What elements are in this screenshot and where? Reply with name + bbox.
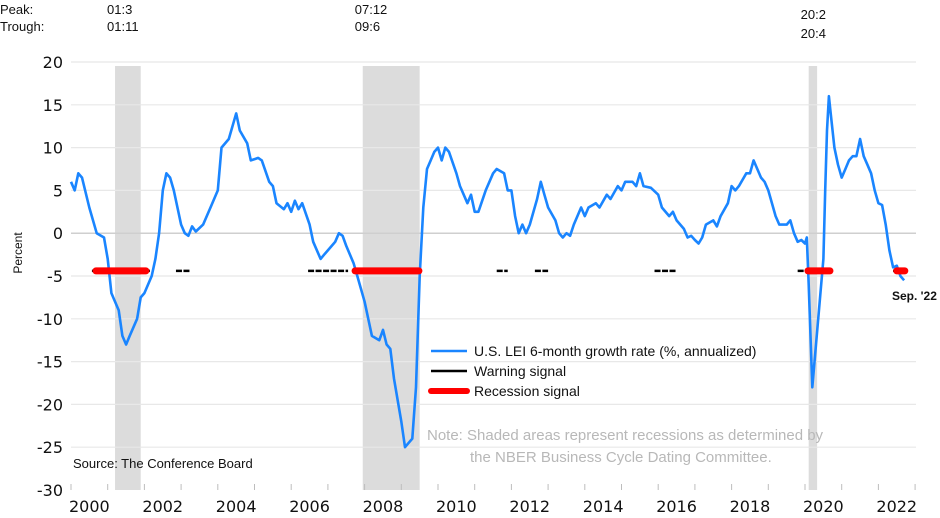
recession-shade-2 [808,66,818,490]
recession-shade-0 [115,66,141,490]
y-tick-label: 20 [43,53,63,72]
y-tick-label: 15 [43,96,63,115]
x-tick-label: 2008 [363,497,404,516]
y-tick-label: 0 [53,224,63,243]
y-tick-label: 10 [43,139,63,158]
note-line-2: the NBER Business Cycle Dating Committee… [470,449,772,466]
y-tick-label: -10 [37,310,63,329]
x-tick-label: 2004 [216,497,257,516]
x-tick-label: 2010 [436,497,477,516]
y-tick-label: -20 [37,395,63,414]
trough-date: 09:6 [355,19,380,34]
legend-label-recession: Recession signal [474,383,580,399]
x-axis-labels: 2000 2002 2004 2006 2008 2010 2012 2014 2016 2018… [69,497,917,516]
peak-date: 20:2 [801,7,826,22]
y-tick-label: -15 [37,353,63,372]
peak-date: 01:3 [107,2,132,17]
x-tick-label: 2006 [289,497,330,516]
x-tick-label: 2018 [730,497,771,516]
lei-series-line [69,94,906,449]
x-tick-label: 2002 [142,497,183,516]
x-axis-ticks [70,484,916,490]
legend: U.S. LEI 6-month growth rate (%, annuali… [428,343,756,399]
legend-label-warning: Warning signal [474,363,566,379]
y-tick-label: 5 [53,181,63,200]
end-point-label: Sep. '22 [892,289,937,303]
y-axis-title: Percent [11,232,25,274]
x-tick-label: 2000 [69,497,110,516]
x-tick-label: 2012 [509,497,550,516]
x-tick-label: 2020 [803,497,844,516]
peak-date: 07:12 [355,2,388,17]
y-tick-label: -25 [37,438,63,457]
y-tick-label: -30 [37,481,63,500]
trough-date: 01:11 [107,19,139,34]
x-tick-label: 2016 [656,497,697,516]
recession-date-labels: 01:3 01:11 07:12 09:6 20:2 20:4 [107,2,826,41]
x-tick-label: 2022 [876,497,917,516]
legend-label-lei: U.S. LEI 6-month growth rate (%, annuali… [474,343,756,359]
trough-label: Trough: [0,19,44,34]
peak-label: Peak: [0,2,33,17]
note-line-1: Note: Shaded areas represent recessions … [427,427,824,444]
trough-date: 20:4 [801,26,826,41]
recession-shading-group [115,66,818,490]
gridlines [71,61,916,448]
y-tick-label: -5 [47,267,63,286]
recession-shade-1 [362,66,420,490]
source-label: Source: The Conference Board [73,456,253,471]
x-tick-label: 2014 [583,497,624,516]
y-axis-labels: 20 15 10 5 0 -5 -10 -15 -20 -25 -30 [37,53,63,500]
